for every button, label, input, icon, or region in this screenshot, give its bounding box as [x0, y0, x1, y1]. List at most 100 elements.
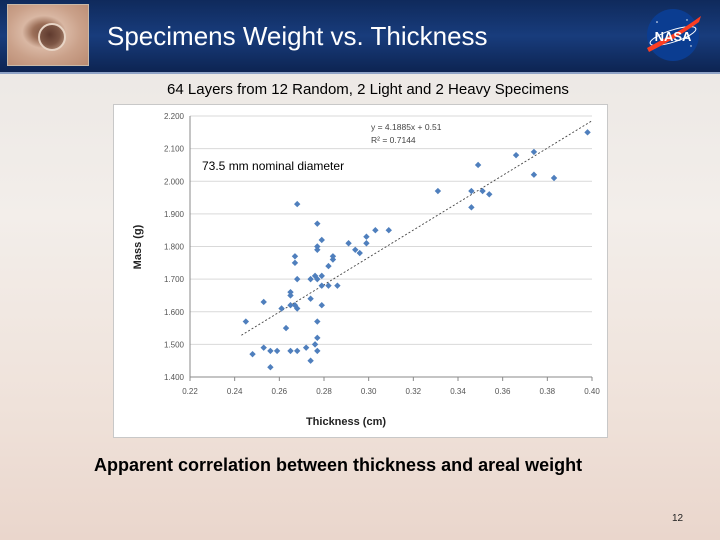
y-tick-label: 1.800: [164, 243, 185, 252]
y-tick-label: 2.100: [164, 145, 185, 154]
nasa-logo-text: NASA: [655, 29, 692, 44]
x-tick-label: 0.22: [182, 387, 198, 396]
trendline-r-squared: R² = 0.7144: [371, 135, 416, 145]
data-point: [318, 282, 325, 289]
data-point: [468, 187, 475, 195]
data-point: [314, 243, 321, 250]
y-tick-label: 1.700: [164, 275, 185, 284]
x-tick-label: 0.24: [227, 387, 243, 396]
y-tick-label: 2.000: [164, 177, 185, 186]
data-point: [356, 249, 363, 257]
data-point: [325, 262, 332, 270]
data-point: [294, 347, 301, 355]
data-point: [318, 236, 325, 244]
data-point: [345, 240, 352, 247]
scatter-chart-panel: 1.400 1.500 1.600 1.700 1.800 1.900 2.000 2.100…: [113, 104, 608, 438]
data-point: [363, 240, 370, 247]
data-point: [530, 171, 538, 178]
x-tick-label: 0.30: [361, 387, 377, 396]
data-point: [287, 347, 294, 355]
data-point: [550, 174, 558, 182]
data-point: [314, 275, 321, 283]
data-point: [468, 204, 475, 211]
slide-caption: Apparent correlation between thickness a…: [94, 455, 583, 475]
slide-subtitle: 64 Layers from 12 Random, 2 Light and 2 …: [0, 80, 720, 100]
specimen-lens-shape: [38, 23, 66, 51]
data-point: [307, 357, 314, 364]
specimen-thumbnail-image: [7, 4, 89, 66]
data-point: [267, 364, 274, 371]
data-point: [291, 259, 299, 267]
data-point: [282, 324, 290, 332]
data-point: [242, 318, 250, 325]
data-point: [314, 246, 321, 253]
data-point: [294, 200, 301, 208]
x-tick-label: 0.36: [495, 387, 511, 396]
data-point: [287, 302, 294, 309]
x-tick-label: 0.34: [450, 387, 466, 396]
y-tick-label: 1.900: [164, 210, 185, 219]
nasa-logo-icon: NASA: [647, 9, 701, 61]
x-tick-label: 0.28: [316, 387, 332, 396]
gridlines: [190, 115, 592, 378]
data-points: [242, 129, 591, 371]
axes: [189, 116, 593, 381]
data-point: [318, 272, 325, 280]
x-axis-label: Thickness (cm): [306, 416, 386, 428]
data-point: [273, 347, 281, 355]
chart-annotation: 73.5 mm nominal diameter: [202, 159, 344, 173]
data-point: [512, 151, 520, 159]
trendline-layer: [241, 120, 593, 336]
data-point: [479, 187, 486, 195]
data-point: [352, 246, 359, 253]
y-tick-label: 1.500: [164, 340, 185, 349]
y-tick-label: 1.400: [164, 373, 185, 382]
data-point: [318, 302, 325, 309]
annotation-background: [199, 156, 379, 174]
data-point: [311, 341, 319, 348]
data-point: [314, 347, 321, 355]
data-point: [486, 191, 493, 198]
data-point: [267, 347, 274, 355]
data-point: [307, 275, 314, 283]
data-point: [474, 161, 482, 169]
data-point: [278, 305, 285, 312]
data-point: [260, 298, 267, 306]
data-point: [314, 318, 321, 325]
data-point: [260, 344, 267, 351]
y-axis-label: Mass (g): [132, 224, 144, 269]
y-tick-label: 1.600: [164, 308, 185, 317]
data-point: [372, 226, 379, 234]
data-point: [294, 275, 301, 283]
x-tick-label: 0.40: [584, 387, 600, 396]
x-tick-label: 0.26: [272, 387, 288, 396]
data-point: [385, 226, 392, 234]
data-point: [530, 148, 538, 156]
scatter-chart: 1.400 1.500 1.600 1.700 1.800 1.900 2.000 2.100…: [132, 112, 600, 428]
data-point: [329, 256, 337, 263]
data-point: [307, 295, 314, 302]
data-point: [363, 233, 370, 240]
data-point: [584, 129, 591, 136]
tick-labels: 1.400 1.500 1.600 1.700 1.800 1.900 2.000 2.100…: [164, 112, 600, 396]
x-tick-label: 0.32: [406, 387, 422, 396]
data-point: [334, 282, 341, 289]
trendline-equation: y = 4.1885x + 0.51: [371, 122, 442, 132]
data-point: [325, 282, 332, 289]
data-point: [287, 288, 294, 296]
data-point: [302, 344, 310, 351]
data-point: [287, 292, 294, 299]
data-point: [314, 334, 321, 342]
data-point: [314, 220, 321, 227]
x-tick-label: 0.38: [540, 387, 556, 396]
trendline: [241, 120, 593, 336]
data-point: [291, 253, 299, 260]
data-point: [434, 187, 442, 195]
slide-number: 12: [672, 513, 684, 524]
data-point: [249, 350, 256, 358]
slide-title: Specimens Weight vs. Thickness: [107, 21, 488, 51]
y-tick-label: 2.200: [164, 112, 185, 121]
data-point: [329, 253, 337, 260]
slide-header: Specimens Weight vs. Thickness NASA: [0, 0, 720, 74]
subtitle-text: 64 Layers from 12 Random, 2 Light and 2 …: [167, 81, 569, 98]
